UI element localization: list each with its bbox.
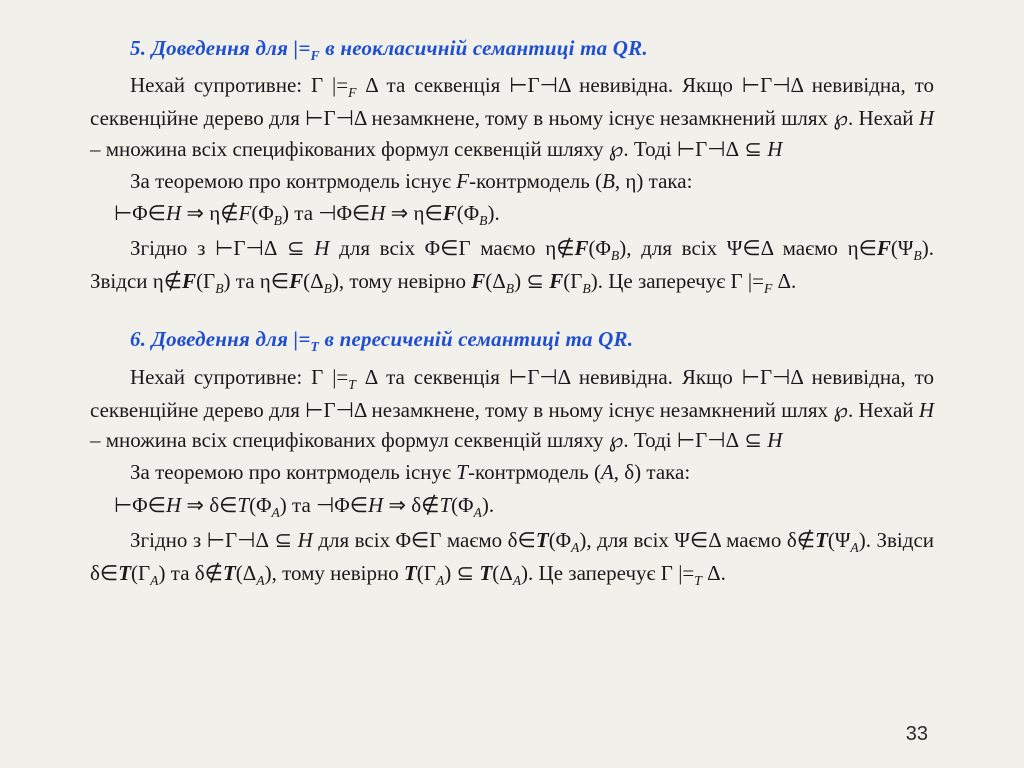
page-number: 33 [906,723,928,746]
section-6-para-3: Згідно з ⊢Γ⊣Δ ⊆ H для всіх Φ∈Γ маємо δ∈T… [90,525,934,591]
section-6-para-1: Нехай супротивне: Γ |=T Δ та секвенція ⊢… [90,362,934,456]
section-5-formula: ⊢Φ∈H ⇒ η∉F(ΦB) та ⊣Φ∈H ⇒ η∈F(ΦB). [90,198,934,231]
slide-page: 5. Доведення для |=F в неокласичній сема… [0,0,1024,768]
section-6-formula: ⊢Φ∈H ⇒ δ∈T(ΦA) та ⊣Φ∈H ⇒ δ∉T(ΦA). [90,490,934,523]
section-5-para-1: Нехай супротивне: Γ |=F Δ та секвенція ⊢… [90,70,934,164]
section-6-heading: 6. Доведення для |=T в пересиченій семан… [130,327,934,355]
section-6-para-2: За теоремою про контрмодель існує T-конт… [90,457,934,487]
section-5-para-3: Згідно з ⊢Γ⊣Δ ⊆ H для всіх Φ∈Γ маємо η∉F… [90,233,934,299]
section-5-heading: 5. Доведення для |=F в неокласичній сема… [130,36,934,64]
section-5-para-2: За теоремою про контрмодель існує F-конт… [90,166,934,196]
